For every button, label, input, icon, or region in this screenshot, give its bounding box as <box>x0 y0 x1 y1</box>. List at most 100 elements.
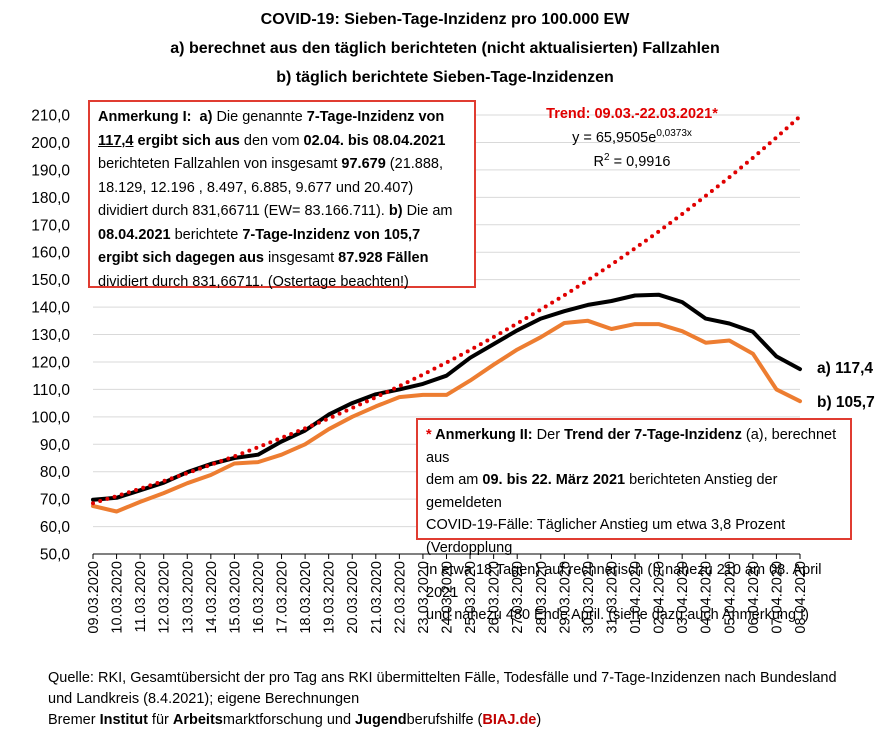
chart-title-line3: b) täglich berichtete Sieben-Tage-Inzide… <box>276 69 614 86</box>
trend-r2-value: = 0,9916 <box>609 153 671 170</box>
note1-b-marker: b) <box>388 203 403 219</box>
trend-r-squared: R2 = 0,9916 <box>520 148 744 172</box>
chart-title-line1: COVID-19: Sieben-Tage-Inzidenz pro 100.0… <box>260 11 630 28</box>
note1-text: Die am <box>402 203 453 219</box>
y-tick-label: 90,0 <box>40 437 71 454</box>
trend-line <box>91 114 802 506</box>
x-tick-label: 06.04.2020 <box>746 561 762 634</box>
biaj-link[interactable]: BIAJ.de <box>482 712 537 728</box>
footer-text: berufshilfe ( <box>406 712 483 728</box>
annotation-box-1: Anmerkung I: a) Die genannte 7-Tage-Inzi… <box>88 100 476 290</box>
x-tick-label: 04.04.2020 <box>699 561 715 634</box>
note1-text: 7-Tage-Inzidenz von <box>306 109 445 125</box>
x-tick-label: 30.03.2020 <box>581 561 597 634</box>
footer-bold: Jugend <box>355 712 407 728</box>
trend-equation-exponent: 0,0373x <box>656 128 692 139</box>
y-tick-label: 60,0 <box>40 519 71 536</box>
x-tick-label: 20.03.2020 <box>345 561 361 634</box>
note2-text: Trend der 7-Tage-Inzidenz <box>564 427 742 443</box>
note2-text: (a), berechnet aus <box>426 427 837 466</box>
x-tick-label: 29.03.2020 <box>557 561 573 634</box>
series-lines <box>91 114 802 514</box>
note1-text: 18.129, 12.196 , 8.497, 6.885, 9.677 und… <box>98 179 414 196</box>
note2-heading: Anmerkung II: <box>431 427 533 443</box>
x-axis-ticks: 09.03.2020 10.03.2020 11.03.2020 12.03.2020… <box>86 554 809 634</box>
y-tick-label: 50,0 <box>40 547 71 564</box>
chart-title-line2: a) berechnet aus den täglich berichteten… <box>170 40 720 57</box>
y-tick-label: 100,0 <box>31 409 70 426</box>
note2-text: COVID-19-Fälle: Täglicher Anstieg um etw… <box>426 517 786 556</box>
end-label-b: b) 105,7 <box>817 394 875 411</box>
note2-text: in etwa 18 Tagen) auf rechnerisch (!) na… <box>426 562 822 601</box>
note2-text: Der <box>532 427 565 443</box>
note1-text: berichteten Fallzahlen von insgesamt <box>98 156 342 172</box>
note1-text: den vom <box>239 132 304 149</box>
footer-text: marktforschung und <box>222 712 356 728</box>
series-b-line <box>91 318 802 514</box>
y-axis-ticks: 50,0 60,0 70,0 80,0 90,0 100,0 110,0 120,0 130,0… <box>31 108 70 564</box>
note1-text: ergibt sich aus <box>133 132 240 149</box>
x-tick-label: 13.03.2020 <box>180 561 196 634</box>
note1-text: Die genannte <box>212 109 307 125</box>
note1-value: 117,4 <box>98 132 134 149</box>
note1-text: dividiert durch 831,66711 (EW= 83.166.71… <box>98 203 389 219</box>
trend-r2-base: R <box>593 153 605 170</box>
y-tick-label: 120,0 <box>31 354 70 371</box>
y-tick-label: 130,0 <box>31 327 70 344</box>
note2-text: dem am <box>426 472 483 488</box>
x-tick-label: 05.04.2020 <box>722 561 738 634</box>
y-tick-label: 190,0 <box>31 162 70 179</box>
trend-equation: y = 65,9505e0,0373x <box>520 124 744 148</box>
note2-text: berichteten Anstieg der gemeldeten <box>426 472 778 511</box>
footer-text: Bremer <box>48 712 100 728</box>
footer-text: ) <box>536 712 542 728</box>
note1-text: 7-Tage-Inzidenz von 105,7 <box>242 226 421 243</box>
end-label-a: a) 117,4 <box>817 360 874 377</box>
x-tick-label: 09.03.2020 <box>86 561 102 634</box>
x-tick-label: 19.03.2020 <box>322 561 338 634</box>
annotation-box-2: * Anmerkung II: Der Trend der 7-Tage-Inz… <box>416 418 852 623</box>
footer-bold: Arbeits <box>172 712 223 728</box>
y-tick-label: 160,0 <box>31 245 70 262</box>
note1-date: 02.04. bis 08.04.2021 <box>303 132 446 149</box>
series-a-line <box>91 292 802 502</box>
x-tick-label: 12.03.2020 <box>157 561 173 634</box>
note2-text: und nahezu 480 Ende April. (siehe dazu a… <box>426 607 809 623</box>
footer-line3: Bremer Institut für Arbeitsmarktforschun… <box>48 710 837 731</box>
note1-total: 97.679 <box>341 156 386 172</box>
note1-text: dividiert durch 831,66711. (Ostertage be… <box>98 273 409 290</box>
y-tick-label: 70,0 <box>40 492 71 509</box>
x-tick-label: 01.04.2020 <box>628 561 644 634</box>
y-tick-label: 170,0 <box>31 217 70 234</box>
line-chart: 50,0 60,0 70,0 80,0 90,0 100,0 110,0 120,0 130,0… <box>31 108 809 634</box>
footer-bold: Institut <box>99 712 148 728</box>
note1-text: (21.888, <box>385 156 444 172</box>
x-tick-label: 08.04.2020 <box>793 561 809 634</box>
x-tick-label: 27.03.2020 <box>510 561 526 634</box>
note1-a-marker: a) <box>199 109 213 125</box>
y-tick-label: 110,0 <box>32 382 70 399</box>
note1-text: ergibt sich dagegen aus <box>98 250 264 266</box>
x-tick-label: 11.03.2020 <box>133 561 149 633</box>
y-tick-label: 210,0 <box>31 108 70 125</box>
x-tick-label: 22.03.2020 <box>392 561 408 634</box>
y-tick-label: 180,0 <box>31 190 70 207</box>
y-tick-label: 200,0 <box>31 135 70 152</box>
x-tick-label: 17.03.2020 <box>275 561 291 634</box>
x-tick-label: 21.03.2020 <box>369 561 385 634</box>
x-tick-label: 18.03.2020 <box>298 561 314 634</box>
x-tick-label: 31.03.2020 <box>604 561 620 634</box>
x-tick-label: 16.03.2020 <box>251 561 267 634</box>
note1-date: 08.04.2021 <box>98 226 171 243</box>
note1-text: insgesamt <box>264 250 339 266</box>
trend-title: Trend: 09.03.-22.03.2021* <box>546 106 718 122</box>
x-tick-label: 10.03.2020 <box>110 561 126 634</box>
x-tick-label: 28.03.2020 <box>534 561 550 634</box>
x-tick-label: 07.04.2020 <box>769 561 785 634</box>
note2-star: * <box>426 427 432 443</box>
x-tick-label: 23.03.2020 <box>416 561 432 634</box>
note1-heading: Anmerkung I: <box>98 109 192 125</box>
x-tick-label: 25.03.2020 <box>463 561 479 634</box>
x-tick-label: 03.04.2020 <box>675 561 691 634</box>
x-tick-label: 15.03.2020 <box>227 561 243 634</box>
